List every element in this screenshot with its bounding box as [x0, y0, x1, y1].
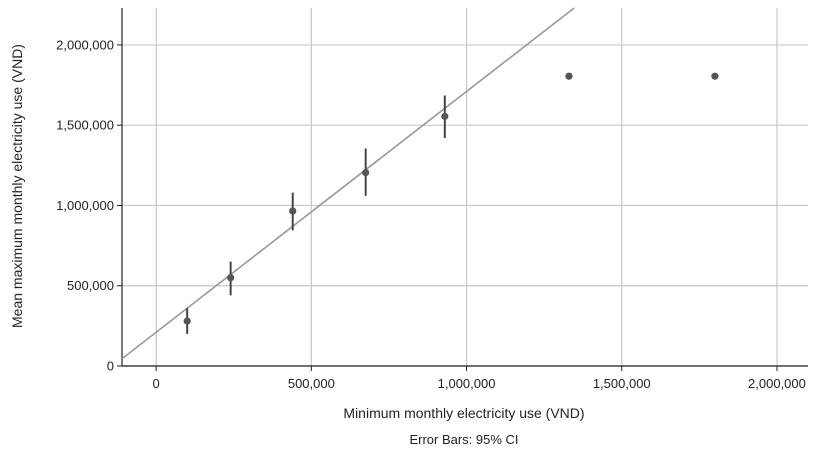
data-point-6	[711, 72, 719, 80]
y-tick-label-2: 1,000,000	[56, 198, 114, 213]
y-axis-label: Mean maximum monthly electricity use (VN…	[9, 44, 25, 328]
y-tick-label-3: 1,500,000	[56, 118, 114, 133]
fit-line-layer	[121, 7, 575, 360]
x-axis-label: Minimum monthly electricity use (VND)	[343, 405, 584, 421]
fit-line	[121, 7, 575, 360]
data-points	[183, 72, 719, 325]
x-tick-label-3: 1,500,000	[593, 376, 651, 391]
data-point-4	[441, 112, 449, 120]
data-point-2	[289, 207, 297, 215]
data-point-5	[565, 72, 573, 80]
y-tick-label-0: 0	[107, 359, 114, 374]
x-tick-label-1: 500,000	[288, 376, 335, 391]
error-bars	[186, 95, 446, 334]
axes	[117, 8, 808, 371]
tick-labels: 0 500,000 1,000,000 1,500,000 2,000,000 0 500,…	[56, 37, 806, 391]
data-point-1	[227, 274, 235, 282]
y-tick-label-1: 500,000	[67, 278, 114, 293]
x-tick-label-4: 2,000,000	[748, 376, 806, 391]
data-point-0	[183, 317, 191, 325]
grid-lines	[122, 8, 808, 367]
x-tick-label-2: 1,000,000	[438, 376, 496, 391]
x-tick-label-0: 0	[153, 376, 160, 391]
error-bars-note: Error Bars: 95% CI	[409, 432, 518, 447]
y-tick-label-4: 2,000,000	[56, 37, 114, 52]
data-point-3	[362, 168, 370, 177]
